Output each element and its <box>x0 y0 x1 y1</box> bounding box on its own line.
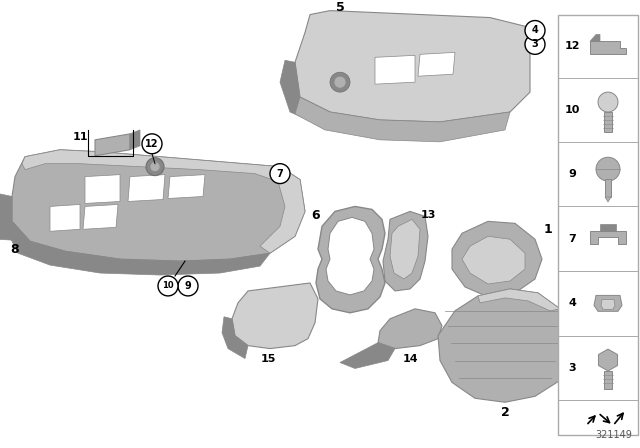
Text: 12: 12 <box>145 139 159 149</box>
Text: 5: 5 <box>335 1 344 14</box>
Circle shape <box>334 76 346 88</box>
Polygon shape <box>605 197 611 202</box>
Text: 12: 12 <box>564 41 580 52</box>
Text: 7: 7 <box>276 168 284 179</box>
Polygon shape <box>168 175 205 198</box>
Polygon shape <box>378 309 442 349</box>
Bar <box>605 179 611 197</box>
Polygon shape <box>390 220 420 279</box>
Polygon shape <box>375 56 415 84</box>
Polygon shape <box>568 306 580 316</box>
Polygon shape <box>590 231 626 244</box>
Text: 15: 15 <box>260 353 276 363</box>
Text: 9: 9 <box>184 281 191 291</box>
Bar <box>604 371 612 389</box>
Bar <box>558 15 638 435</box>
Polygon shape <box>128 175 165 202</box>
Polygon shape <box>568 319 580 329</box>
Polygon shape <box>601 299 615 309</box>
Polygon shape <box>22 150 305 253</box>
Polygon shape <box>478 289 560 311</box>
Polygon shape <box>462 236 525 284</box>
Text: 4: 4 <box>568 298 576 308</box>
Polygon shape <box>452 221 542 297</box>
Circle shape <box>598 92 618 112</box>
Circle shape <box>146 158 164 176</box>
Text: 10: 10 <box>162 281 174 290</box>
Polygon shape <box>600 224 616 231</box>
Circle shape <box>525 21 545 40</box>
Text: 7: 7 <box>568 234 576 244</box>
Text: 14: 14 <box>402 353 418 363</box>
Circle shape <box>270 164 290 184</box>
Text: 13: 13 <box>420 211 436 220</box>
Text: 1: 1 <box>543 223 552 236</box>
Text: 8: 8 <box>11 243 19 256</box>
Polygon shape <box>568 333 580 343</box>
Polygon shape <box>12 150 305 261</box>
Circle shape <box>178 276 198 296</box>
Text: 6: 6 <box>312 209 320 222</box>
Circle shape <box>150 162 160 172</box>
Circle shape <box>330 72 350 92</box>
Polygon shape <box>8 221 270 275</box>
Polygon shape <box>590 41 626 54</box>
Text: 3: 3 <box>568 363 576 373</box>
Text: 9: 9 <box>568 169 576 179</box>
Bar <box>604 112 612 132</box>
Polygon shape <box>568 361 580 370</box>
Polygon shape <box>50 204 80 231</box>
Polygon shape <box>232 283 318 349</box>
Polygon shape <box>438 289 572 402</box>
Polygon shape <box>95 134 130 156</box>
Circle shape <box>525 34 545 54</box>
Circle shape <box>142 134 162 154</box>
Polygon shape <box>326 217 374 295</box>
Polygon shape <box>594 295 622 311</box>
Polygon shape <box>130 130 140 150</box>
Polygon shape <box>295 97 510 142</box>
Polygon shape <box>222 317 248 358</box>
Polygon shape <box>383 211 428 291</box>
Text: 11: 11 <box>72 132 88 142</box>
Polygon shape <box>340 343 395 368</box>
Polygon shape <box>568 347 580 357</box>
Polygon shape <box>316 207 385 313</box>
Polygon shape <box>85 175 120 203</box>
Circle shape <box>158 276 178 296</box>
Text: 2: 2 <box>500 406 509 419</box>
Text: 3: 3 <box>532 39 538 49</box>
Polygon shape <box>590 34 600 41</box>
Polygon shape <box>295 11 530 122</box>
Text: 4: 4 <box>532 26 538 35</box>
Polygon shape <box>418 52 455 76</box>
Polygon shape <box>83 204 118 229</box>
Text: 10: 10 <box>564 105 580 115</box>
Circle shape <box>596 157 620 181</box>
Text: 321149: 321149 <box>595 430 632 440</box>
Polygon shape <box>598 349 618 371</box>
Polygon shape <box>280 60 330 127</box>
Polygon shape <box>0 194 30 241</box>
